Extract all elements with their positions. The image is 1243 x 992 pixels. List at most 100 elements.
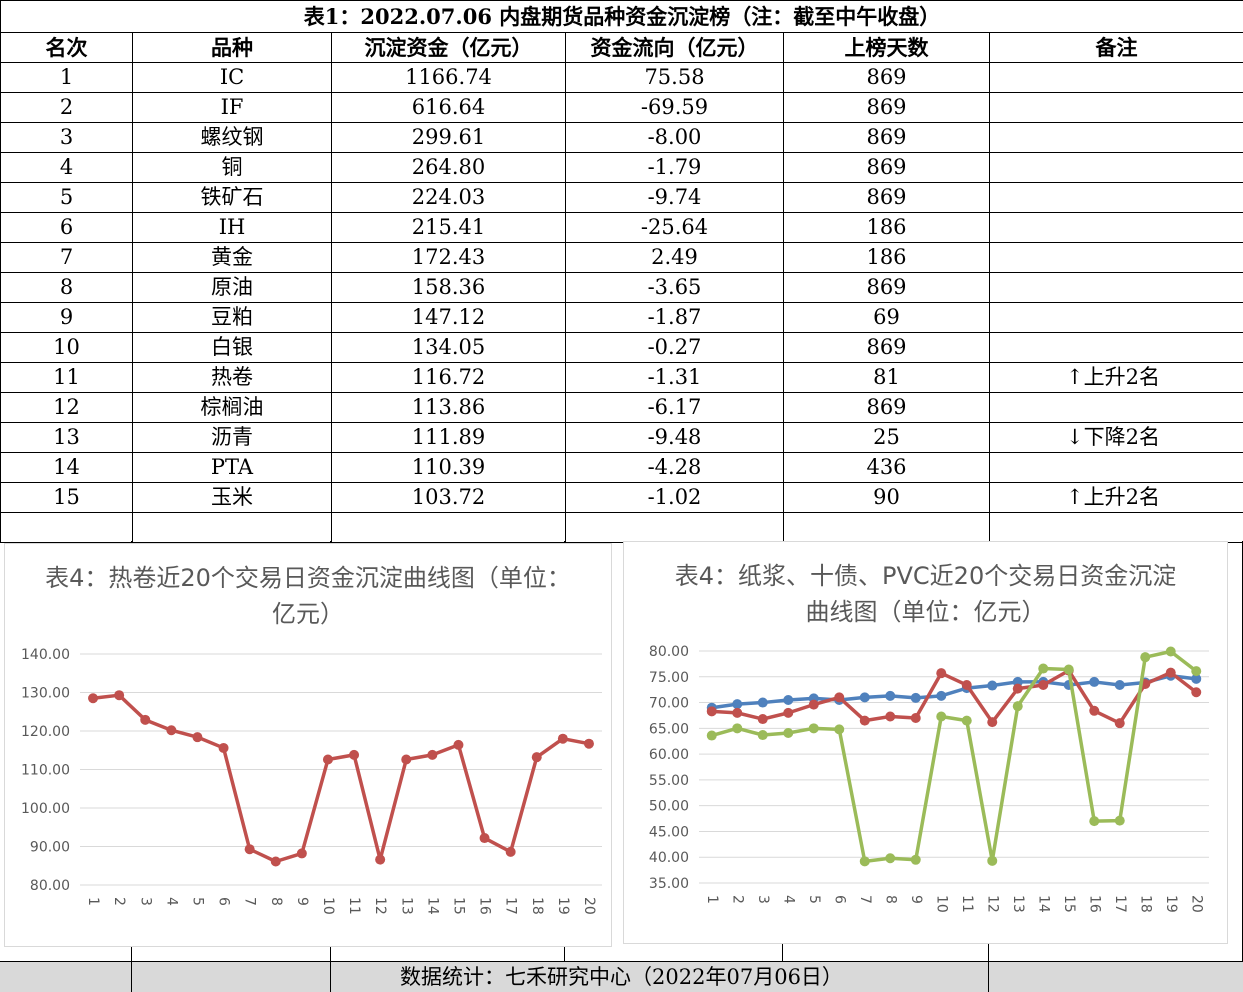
table-cell: 2: [1, 93, 133, 123]
table-cell: 869: [784, 123, 990, 153]
x-tick-label: 15: [1061, 895, 1077, 913]
table-cell: 4: [1, 153, 133, 183]
x-tick-label: 18: [529, 897, 545, 915]
data-point: [1166, 647, 1176, 657]
data-point: [987, 717, 997, 727]
x-tick-label: 19: [555, 897, 571, 915]
footer-text: 数据统计：七禾研究中心（2022年07月06日）: [0, 962, 1243, 992]
table-cell: 869: [784, 93, 990, 123]
table-cell: -1.02: [566, 483, 784, 513]
data-point: [809, 700, 819, 710]
x-tick-label: 20: [1188, 895, 1204, 913]
table-cell: 1: [1, 63, 133, 93]
data-point: [375, 855, 385, 865]
table-cell: 172.43: [332, 243, 566, 273]
x-tick-label: 9: [294, 897, 310, 906]
data-point: [758, 714, 768, 724]
table-cell: 棕榈油: [133, 393, 332, 423]
data-point: [166, 725, 176, 735]
table-cell: [990, 213, 1243, 243]
table-cell: [784, 513, 990, 543]
table-cell: 1166.74: [332, 63, 566, 93]
table-cell: [990, 303, 1243, 333]
x-tick-label: 14: [424, 897, 440, 915]
x-tick-label: 12: [372, 897, 388, 915]
table-cell: [1, 513, 133, 543]
data-point: [936, 711, 946, 721]
x-tick-label: 7: [857, 895, 873, 904]
x-tick-label: 8: [268, 897, 284, 906]
table-cell: 90: [784, 483, 990, 513]
data-point: [1140, 652, 1150, 662]
data-point: [1089, 677, 1099, 687]
column-header: 名次: [1, 33, 133, 63]
table-cell: IF: [133, 93, 332, 123]
table-cell: [566, 513, 784, 543]
table-cell: -9.48: [566, 423, 784, 453]
x-tick-label: 8: [882, 895, 898, 904]
x-tick-label: 4: [780, 895, 796, 904]
table-cell: 原油: [133, 273, 332, 303]
data-point: [732, 699, 742, 709]
x-tick-label: 10: [320, 897, 336, 915]
table-cell: ↓下降2名: [990, 423, 1243, 453]
table-cell: [990, 93, 1243, 123]
table-row: [1, 513, 1243, 543]
x-tick-label: 10: [933, 895, 949, 913]
table-cell: [990, 63, 1243, 93]
table-cell: 14: [1, 453, 133, 483]
table-cell: 869: [784, 273, 990, 303]
data-point: [349, 750, 359, 760]
table-cell: 9: [1, 303, 133, 333]
table-cell: 8: [1, 273, 133, 303]
table-cell: 白银: [133, 333, 332, 363]
table-cell: 110.39: [332, 453, 566, 483]
table-cell: 869: [784, 183, 990, 213]
data-point: [453, 740, 463, 750]
table-cell: 186: [784, 243, 990, 273]
table-cell: [990, 513, 1243, 543]
data-point: [1115, 718, 1125, 728]
data-point: [732, 708, 742, 718]
table-cell: 螺纹钢: [133, 123, 332, 153]
y-tick-label: 35.00: [649, 876, 689, 892]
table-cell: 616.64: [332, 93, 566, 123]
column-header: 沉淀资金（亿元）: [332, 33, 566, 63]
x-tick-label: 14: [1035, 895, 1051, 913]
data-point: [532, 752, 542, 762]
data-point: [140, 715, 150, 725]
table-cell: 铁矿石: [133, 183, 332, 213]
data-point: [860, 856, 870, 866]
table-cell: -69.59: [566, 93, 784, 123]
x-tick-label: 12: [984, 895, 1000, 913]
data-point: [584, 739, 594, 749]
y-tick-label: 130.00: [21, 686, 70, 702]
table-cell: 6: [1, 213, 133, 243]
x-tick-label: 6: [831, 895, 847, 904]
table-cell: [990, 183, 1243, 213]
data-point: [758, 698, 768, 708]
table-cell: -0.27: [566, 333, 784, 363]
table-cell: 103.72: [332, 483, 566, 513]
data-point: [1115, 816, 1125, 826]
table-cell: 热卷: [133, 363, 332, 393]
data-point: [860, 692, 870, 702]
y-tick-label: 75.00: [649, 670, 689, 686]
data-point: [962, 680, 972, 690]
table-cell: [133, 513, 332, 543]
data-point: [271, 857, 281, 867]
data-point: [860, 716, 870, 726]
table-cell: 869: [784, 63, 990, 93]
data-point: [1166, 668, 1176, 678]
table-cell: 113.86: [332, 393, 566, 423]
data-point: [783, 695, 793, 705]
table-cell: -8.00: [566, 123, 784, 153]
data-point: [1191, 687, 1201, 697]
table-cell: [990, 333, 1243, 363]
